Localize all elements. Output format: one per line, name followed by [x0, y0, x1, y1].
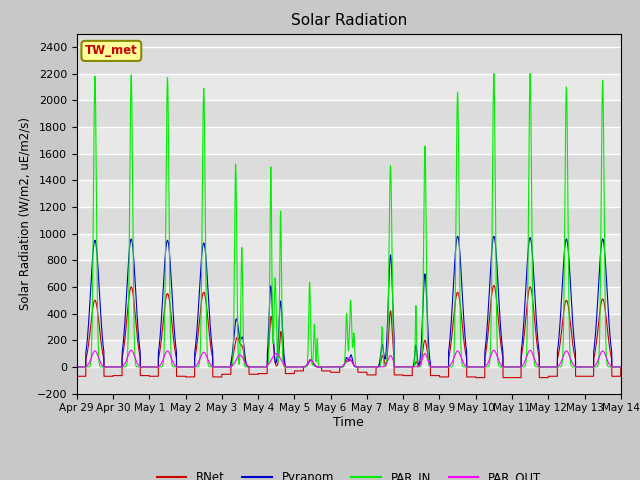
Bar [77, 100, 621, 127]
Bar [77, 287, 621, 313]
Bar [77, 340, 621, 367]
PAR_IN [617, 364, 625, 370]
RNet [617, 364, 625, 370]
Pyranom [440, 364, 448, 370]
Bar [77, 234, 621, 260]
Line: Pyranom: Pyranom [77, 236, 621, 367]
RNet [502, 375, 509, 381]
RNet [328, 370, 336, 375]
Bar [77, 154, 621, 180]
Line: RNet: RNet [77, 286, 621, 378]
Title: Solar Radiation: Solar Radiation [291, 13, 407, 28]
PAR_OUT [616, 364, 624, 370]
PAR_OUT [127, 348, 135, 353]
Text: TW_met: TW_met [85, 44, 138, 58]
RNet [440, 374, 448, 380]
PAR_OUT [171, 362, 179, 368]
Bar [77, 260, 621, 287]
PAR_OUT [441, 364, 449, 370]
X-axis label: Time: Time [333, 416, 364, 429]
PAR_OUT [617, 364, 625, 370]
Bar [77, 180, 621, 207]
PAR_IN [73, 364, 81, 370]
PAR_IN [502, 364, 509, 370]
Pyranom [171, 330, 179, 336]
Bar [77, 47, 621, 73]
Pyranom [502, 364, 509, 370]
Legend: RNet, Pyranom, PAR_IN, PAR_OUT: RNet, Pyranom, PAR_IN, PAR_OUT [152, 466, 545, 480]
RNet [171, 345, 179, 350]
Line: PAR_IN: PAR_IN [77, 73, 621, 367]
Y-axis label: Solar Radiation (W/m2, uE/m2/s): Solar Radiation (W/m2, uE/m2/s) [18, 117, 31, 310]
Pyranom [73, 364, 81, 370]
PAR_IN [171, 364, 179, 370]
PAR_OUT [471, 364, 479, 370]
PAR_OUT [329, 364, 337, 370]
Bar [77, 73, 621, 100]
Pyranom [490, 233, 498, 239]
PAR_IN [328, 364, 336, 370]
Pyranom [617, 364, 625, 370]
PAR_IN [616, 364, 624, 370]
Bar [77, 313, 621, 340]
PAR_OUT [73, 364, 81, 370]
PAR_IN [440, 364, 448, 370]
Pyranom [616, 364, 624, 370]
RNet [73, 373, 81, 379]
Bar [77, 367, 621, 394]
Bar [77, 207, 621, 234]
PAR_IN [526, 71, 534, 76]
Line: PAR_OUT: PAR_OUT [77, 350, 621, 367]
PAR_IN [471, 364, 479, 370]
Pyranom [471, 364, 479, 370]
RNet [616, 373, 624, 379]
PAR_OUT [502, 364, 509, 370]
RNet [490, 283, 498, 288]
RNet [471, 374, 479, 380]
RNet [472, 375, 479, 381]
Pyranom [328, 364, 336, 370]
Bar [77, 127, 621, 154]
